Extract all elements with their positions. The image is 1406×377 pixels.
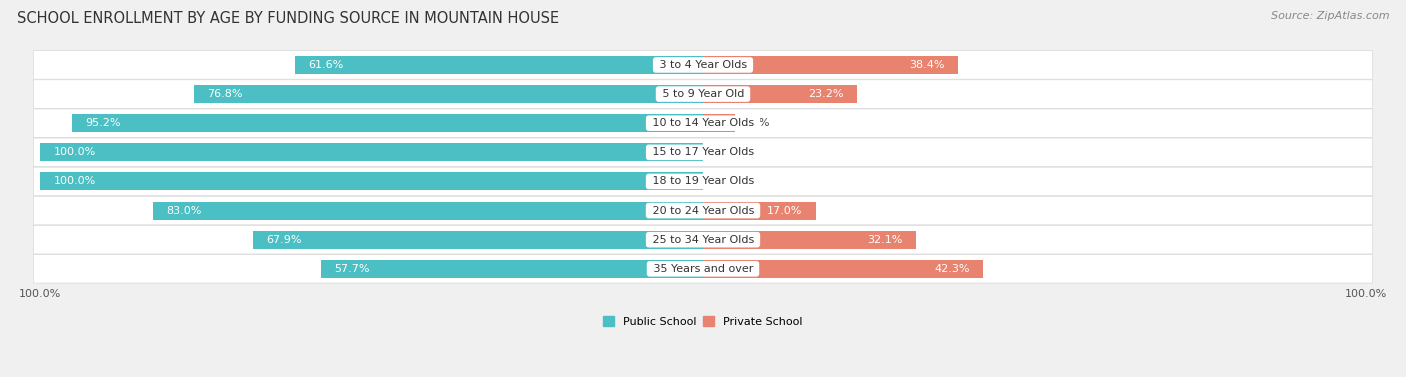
Text: Source: ZipAtlas.com: Source: ZipAtlas.com: [1271, 11, 1389, 21]
Bar: [41, 143, 703, 161]
Bar: [41, 172, 703, 190]
FancyBboxPatch shape: [34, 109, 1372, 138]
FancyBboxPatch shape: [34, 196, 1372, 225]
Bar: [253, 231, 703, 249]
Text: 35 Years and over: 35 Years and over: [650, 264, 756, 274]
Text: 10 to 14 Year Olds: 10 to 14 Year Olds: [648, 118, 758, 128]
FancyBboxPatch shape: [34, 80, 1372, 108]
Bar: [72, 114, 703, 132]
Text: 57.7%: 57.7%: [333, 264, 370, 274]
Text: 83.0%: 83.0%: [166, 205, 201, 216]
Text: 0.0%: 0.0%: [710, 176, 738, 187]
FancyBboxPatch shape: [34, 254, 1372, 283]
Bar: [153, 202, 703, 219]
Bar: [703, 231, 915, 249]
Text: 23.2%: 23.2%: [808, 89, 844, 99]
Text: 4.8%: 4.8%: [741, 118, 770, 128]
FancyBboxPatch shape: [34, 51, 1372, 79]
Text: 38.4%: 38.4%: [908, 60, 945, 70]
Text: 17.0%: 17.0%: [768, 205, 803, 216]
Text: 18 to 19 Year Olds: 18 to 19 Year Olds: [648, 176, 758, 187]
Text: 3 to 4 Year Olds: 3 to 4 Year Olds: [655, 60, 751, 70]
Bar: [295, 56, 703, 74]
Bar: [703, 260, 983, 278]
Text: 61.6%: 61.6%: [308, 60, 343, 70]
Bar: [703, 114, 735, 132]
Legend: Public School, Private School: Public School, Private School: [599, 312, 807, 331]
Text: 0.0%: 0.0%: [710, 147, 738, 157]
Text: 67.9%: 67.9%: [266, 235, 302, 245]
Text: 15 to 17 Year Olds: 15 to 17 Year Olds: [648, 147, 758, 157]
Text: 95.2%: 95.2%: [86, 118, 121, 128]
Bar: [703, 56, 957, 74]
Text: 42.3%: 42.3%: [935, 264, 970, 274]
Text: 32.1%: 32.1%: [868, 235, 903, 245]
Bar: [703, 85, 856, 103]
Bar: [194, 85, 703, 103]
FancyBboxPatch shape: [34, 225, 1372, 254]
Text: SCHOOL ENROLLMENT BY AGE BY FUNDING SOURCE IN MOUNTAIN HOUSE: SCHOOL ENROLLMENT BY AGE BY FUNDING SOUR…: [17, 11, 560, 26]
Bar: [703, 202, 815, 219]
FancyBboxPatch shape: [34, 167, 1372, 196]
Bar: [321, 260, 703, 278]
Text: 76.8%: 76.8%: [207, 89, 243, 99]
Text: 5 to 9 Year Old: 5 to 9 Year Old: [658, 89, 748, 99]
FancyBboxPatch shape: [34, 138, 1372, 167]
Text: 100.0%: 100.0%: [53, 176, 96, 187]
Text: 100.0%: 100.0%: [53, 147, 96, 157]
Text: 25 to 34 Year Olds: 25 to 34 Year Olds: [648, 235, 758, 245]
Text: 20 to 24 Year Olds: 20 to 24 Year Olds: [648, 205, 758, 216]
